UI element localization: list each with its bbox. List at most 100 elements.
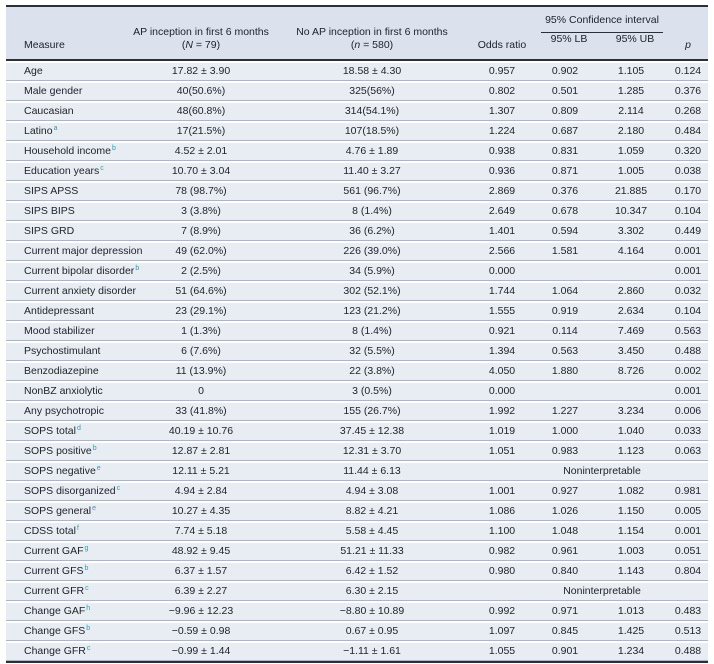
cell-ci-ub: 2.180 <box>594 121 669 141</box>
cell-p-value: 0.001 <box>668 521 709 541</box>
cell-p-value: 0.005 <box>668 501 709 521</box>
cell-no-ap-inception: 51.21 ± 11.33 <box>276 541 468 561</box>
cell-ci-ub <box>594 261 669 281</box>
table-row: SOPS disorganizedc 4.94 ± 2.84 4.94 ± 3.08… <box>6 481 709 501</box>
cell-measure: Mood stabilizer <box>6 321 126 341</box>
cell-ap-inception: 49 (62.0%) <box>126 241 276 261</box>
cell-ci-lb: 0.840 <box>536 561 594 581</box>
table-row: Current anxiety disorder 51 (64.6%) 302 (5… <box>6 281 709 301</box>
table-row: Current GFRc 6.39 ± 2.27 6.30 ± 2.15 Nonint… <box>6 581 709 601</box>
no-ap-header-line2: (n = 580) <box>350 39 394 52</box>
cell-p-value <box>668 581 709 601</box>
cell-measure: SOPS positiveb <box>6 441 126 461</box>
cell-p-value: 0.033 <box>668 421 709 441</box>
measure-label: Education yearsc <box>24 164 104 178</box>
cell-measure: Latinoa <box>6 121 126 141</box>
cell-p-value <box>668 461 709 481</box>
cell-ci-lb: 0.901 <box>536 641 594 661</box>
table-row: Change GFRc −0.99 ± 1.44 −1.11 ± 1.61 1.055… <box>6 641 709 661</box>
cell-p-value: 0.038 <box>668 161 709 181</box>
cell-p-value: 0.981 <box>668 481 709 501</box>
cell-measure: SIPS APSS <box>6 181 126 201</box>
cell-odds-ratio: 2.566 <box>468 241 536 261</box>
cell-ci-ub: 8.726 <box>594 361 669 381</box>
cell-ap-inception: 48.92 ± 9.45 <box>126 541 276 561</box>
cell-odds-ratio: 1.401 <box>468 221 536 241</box>
cell-ci-note: Noninterpretable <box>536 581 669 601</box>
table-row: SIPS BIPS 3 (3.8%) 8 (1.4%) 2.649 0.678 10.34… <box>6 201 709 221</box>
cell-ci-lb: 0.971 <box>536 601 594 621</box>
cell-no-ap-inception: −1.11 ± 1.61 <box>276 641 468 661</box>
measure-label: Current GFSb <box>24 564 89 578</box>
cell-measure: Current bipolar disorderb <box>6 261 139 281</box>
table-row: Age 17.82 ± 3.90 18.58 ± 4.30 0.957 0.902 1.1… <box>6 61 709 81</box>
measure-label: NonBZ anxiolytic <box>24 385 103 397</box>
cell-ci-lb: 0.919 <box>536 301 594 321</box>
cell-no-ap-inception: 325(56%) <box>276 81 468 101</box>
cell-p-value: 0.484 <box>668 121 709 141</box>
table-row: Any psychotropic 33 (41.8%) 155 (26.7%) 1.9… <box>6 401 709 421</box>
cell-p-value: 0.124 <box>668 61 709 81</box>
no-ap-header-line1: No AP inception in first 6 months <box>296 25 448 38</box>
column-header-measure: Measure <box>6 7 126 61</box>
table-row: Psychostimulant 6 (7.6%) 32 (5.5%) 1.394 0.5… <box>6 341 709 361</box>
header-row: Measure AP inception in first 6 months (… <box>6 7 709 61</box>
cell-odds-ratio <box>468 581 536 601</box>
cell-odds-ratio: 1.097 <box>468 621 536 641</box>
table-row: Male gender 40(50.6%) 325(56%) 0.802 0.501 1.… <box>6 81 709 101</box>
cell-ap-inception: 2 (2.5%) <box>126 261 276 281</box>
table-row: SIPS GRD 7 (8.9%) 36 (6.2%) 1.401 0.594 3.302… <box>6 221 709 241</box>
cell-ap-inception: 10.27 ± 4.35 <box>126 501 276 521</box>
cell-no-ap-inception: 11.40 ± 3.27 <box>276 161 468 181</box>
confidence-interval-subheaders: 95% LB 95% UB <box>536 33 668 53</box>
table-row: Change GAFh −9.96 ± 12.23 −8.80 ± 10.89 0.9… <box>6 601 709 621</box>
cell-no-ap-inception: 155 (26.7%) <box>276 401 468 421</box>
cell-ci-ub: 1.285 <box>594 81 669 101</box>
column-header-p-value: p <box>668 7 709 61</box>
cell-measure: Change GFSb <box>6 621 126 641</box>
cell-p-value: 0.320 <box>668 141 709 161</box>
table-row: SIPS APSS 78 (98.7%) 561 (96.7%) 2.869 0.376… <box>6 181 709 201</box>
cell-ci-ub: 1.005 <box>594 161 669 181</box>
cell-p-value: 0.063 <box>668 441 709 461</box>
cell-ap-inception: 12.11 ± 5.21 <box>126 461 276 481</box>
statistics-table: Measure AP inception in first 6 months (… <box>6 7 709 661</box>
cell-p-value: 0.488 <box>668 341 709 361</box>
cell-no-ap-inception: 8 (1.4%) <box>276 201 468 221</box>
cell-ap-inception: 7.74 ± 5.18 <box>126 521 276 541</box>
cell-measure: Current anxiety disorder <box>6 281 136 301</box>
cell-ci-lb <box>536 261 594 281</box>
measure-label: Latinoa <box>24 124 58 138</box>
confidence-interval-label: 95% Confidence interval <box>541 14 664 33</box>
column-header-odds-ratio: Odds ratio <box>468 7 536 61</box>
cell-ap-inception: −0.99 ± 1.44 <box>126 641 276 661</box>
measure-label: SOPS generale <box>24 504 97 518</box>
cell-ci-lb: 1.064 <box>536 281 594 301</box>
table-row: SOPS totald 40.19 ± 10.76 37.45 ± 12.38 1.0… <box>6 421 709 441</box>
cell-p-value: 0.483 <box>668 601 709 621</box>
cell-no-ap-inception: 226 (39.0%) <box>276 241 468 261</box>
cell-odds-ratio: 0.992 <box>468 601 536 621</box>
table-body: Age 17.82 ± 3.90 18.58 ± 4.30 0.957 0.902 1.1… <box>6 61 709 661</box>
cell-odds-ratio: 0.980 <box>468 561 536 581</box>
cell-measure: Current GFRc <box>6 581 126 601</box>
cell-ci-ub: 3.302 <box>594 221 669 241</box>
cell-odds-ratio: 1.001 <box>468 481 536 501</box>
footnote-marker: c <box>116 484 121 492</box>
cell-p-value: 0.051 <box>668 541 709 561</box>
footnote-marker: g <box>84 544 89 552</box>
cell-no-ap-inception: 34 (5.9%) <box>276 261 468 281</box>
cell-no-ap-inception: 8 (1.4%) <box>276 321 468 341</box>
cell-odds-ratio: 1.992 <box>468 401 536 421</box>
cell-ap-inception: 11 (13.9%) <box>126 361 276 381</box>
cell-ci-ub: 2.114 <box>594 101 669 121</box>
cell-odds-ratio: 1.051 <box>468 441 536 461</box>
cell-ci-ub: 1.040 <box>594 421 669 441</box>
table-row: Current major depression 49 (62.0%) 226 (3… <box>6 241 709 261</box>
measure-label: Any psychotropic <box>24 405 104 417</box>
cell-ci-lb: 0.376 <box>536 181 594 201</box>
cell-ap-inception: 6 (7.6%) <box>126 341 276 361</box>
cell-ap-inception: 4.94 ± 2.84 <box>126 481 276 501</box>
cell-measure: Male gender <box>6 81 126 101</box>
table-row: Household incomeb 4.52 ± 2.01 4.76 ± 1.89 0… <box>6 141 709 161</box>
